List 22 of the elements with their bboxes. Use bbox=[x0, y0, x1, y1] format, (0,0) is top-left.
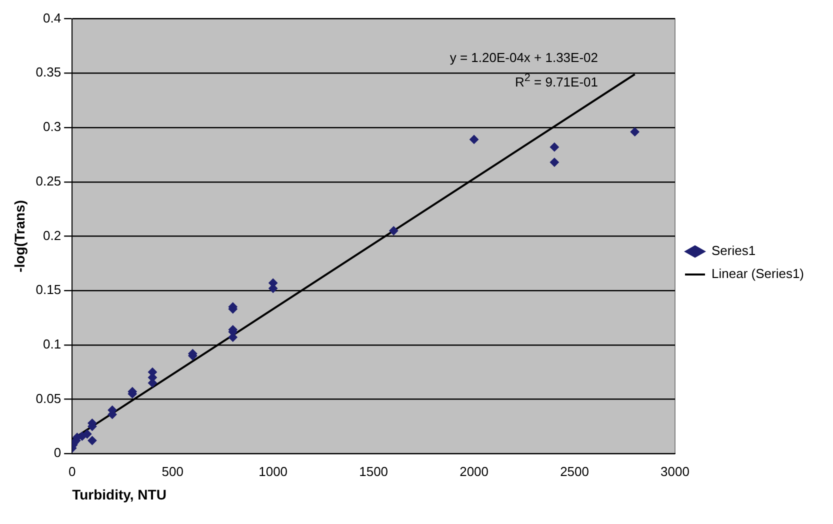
x-tick-label: 3000 bbox=[660, 464, 690, 479]
y-tick-label: 0.4 bbox=[43, 10, 62, 26]
x-tick-label: 1000 bbox=[258, 464, 288, 479]
legend-label: Linear (Series1) bbox=[712, 266, 804, 282]
x-tick-label: 2000 bbox=[460, 464, 489, 479]
y-tick-label: 0.05 bbox=[36, 390, 62, 406]
y-tick-label: 0.15 bbox=[36, 282, 62, 298]
y-tick-label: 0.1 bbox=[43, 336, 62, 352]
x-tick-label: 0 bbox=[68, 464, 76, 479]
annotation: y = 1.20E-04x + 1.33E-02 bbox=[448, 49, 598, 67]
annotation: R$^{2}$ = 9.71E-01 bbox=[514, 71, 598, 92]
x-tick-label: 500 bbox=[162, 464, 184, 479]
x-tick-label: 1500 bbox=[359, 464, 388, 479]
x-tick-label: 2500 bbox=[560, 464, 589, 479]
y-tick-label: 0 bbox=[54, 445, 62, 460]
legend-label: Series1 bbox=[712, 243, 756, 258]
x-axis-title: Turbidity, NTU bbox=[72, 486, 166, 502]
y-tick-label: 0.35 bbox=[36, 64, 62, 80]
y-axis-title: -log(Trans) bbox=[11, 200, 28, 272]
y-tick-label: 0.3 bbox=[43, 119, 62, 134]
y-tick-label: 0.2 bbox=[43, 228, 62, 243]
y-tick-label: 0.25 bbox=[36, 173, 62, 188]
